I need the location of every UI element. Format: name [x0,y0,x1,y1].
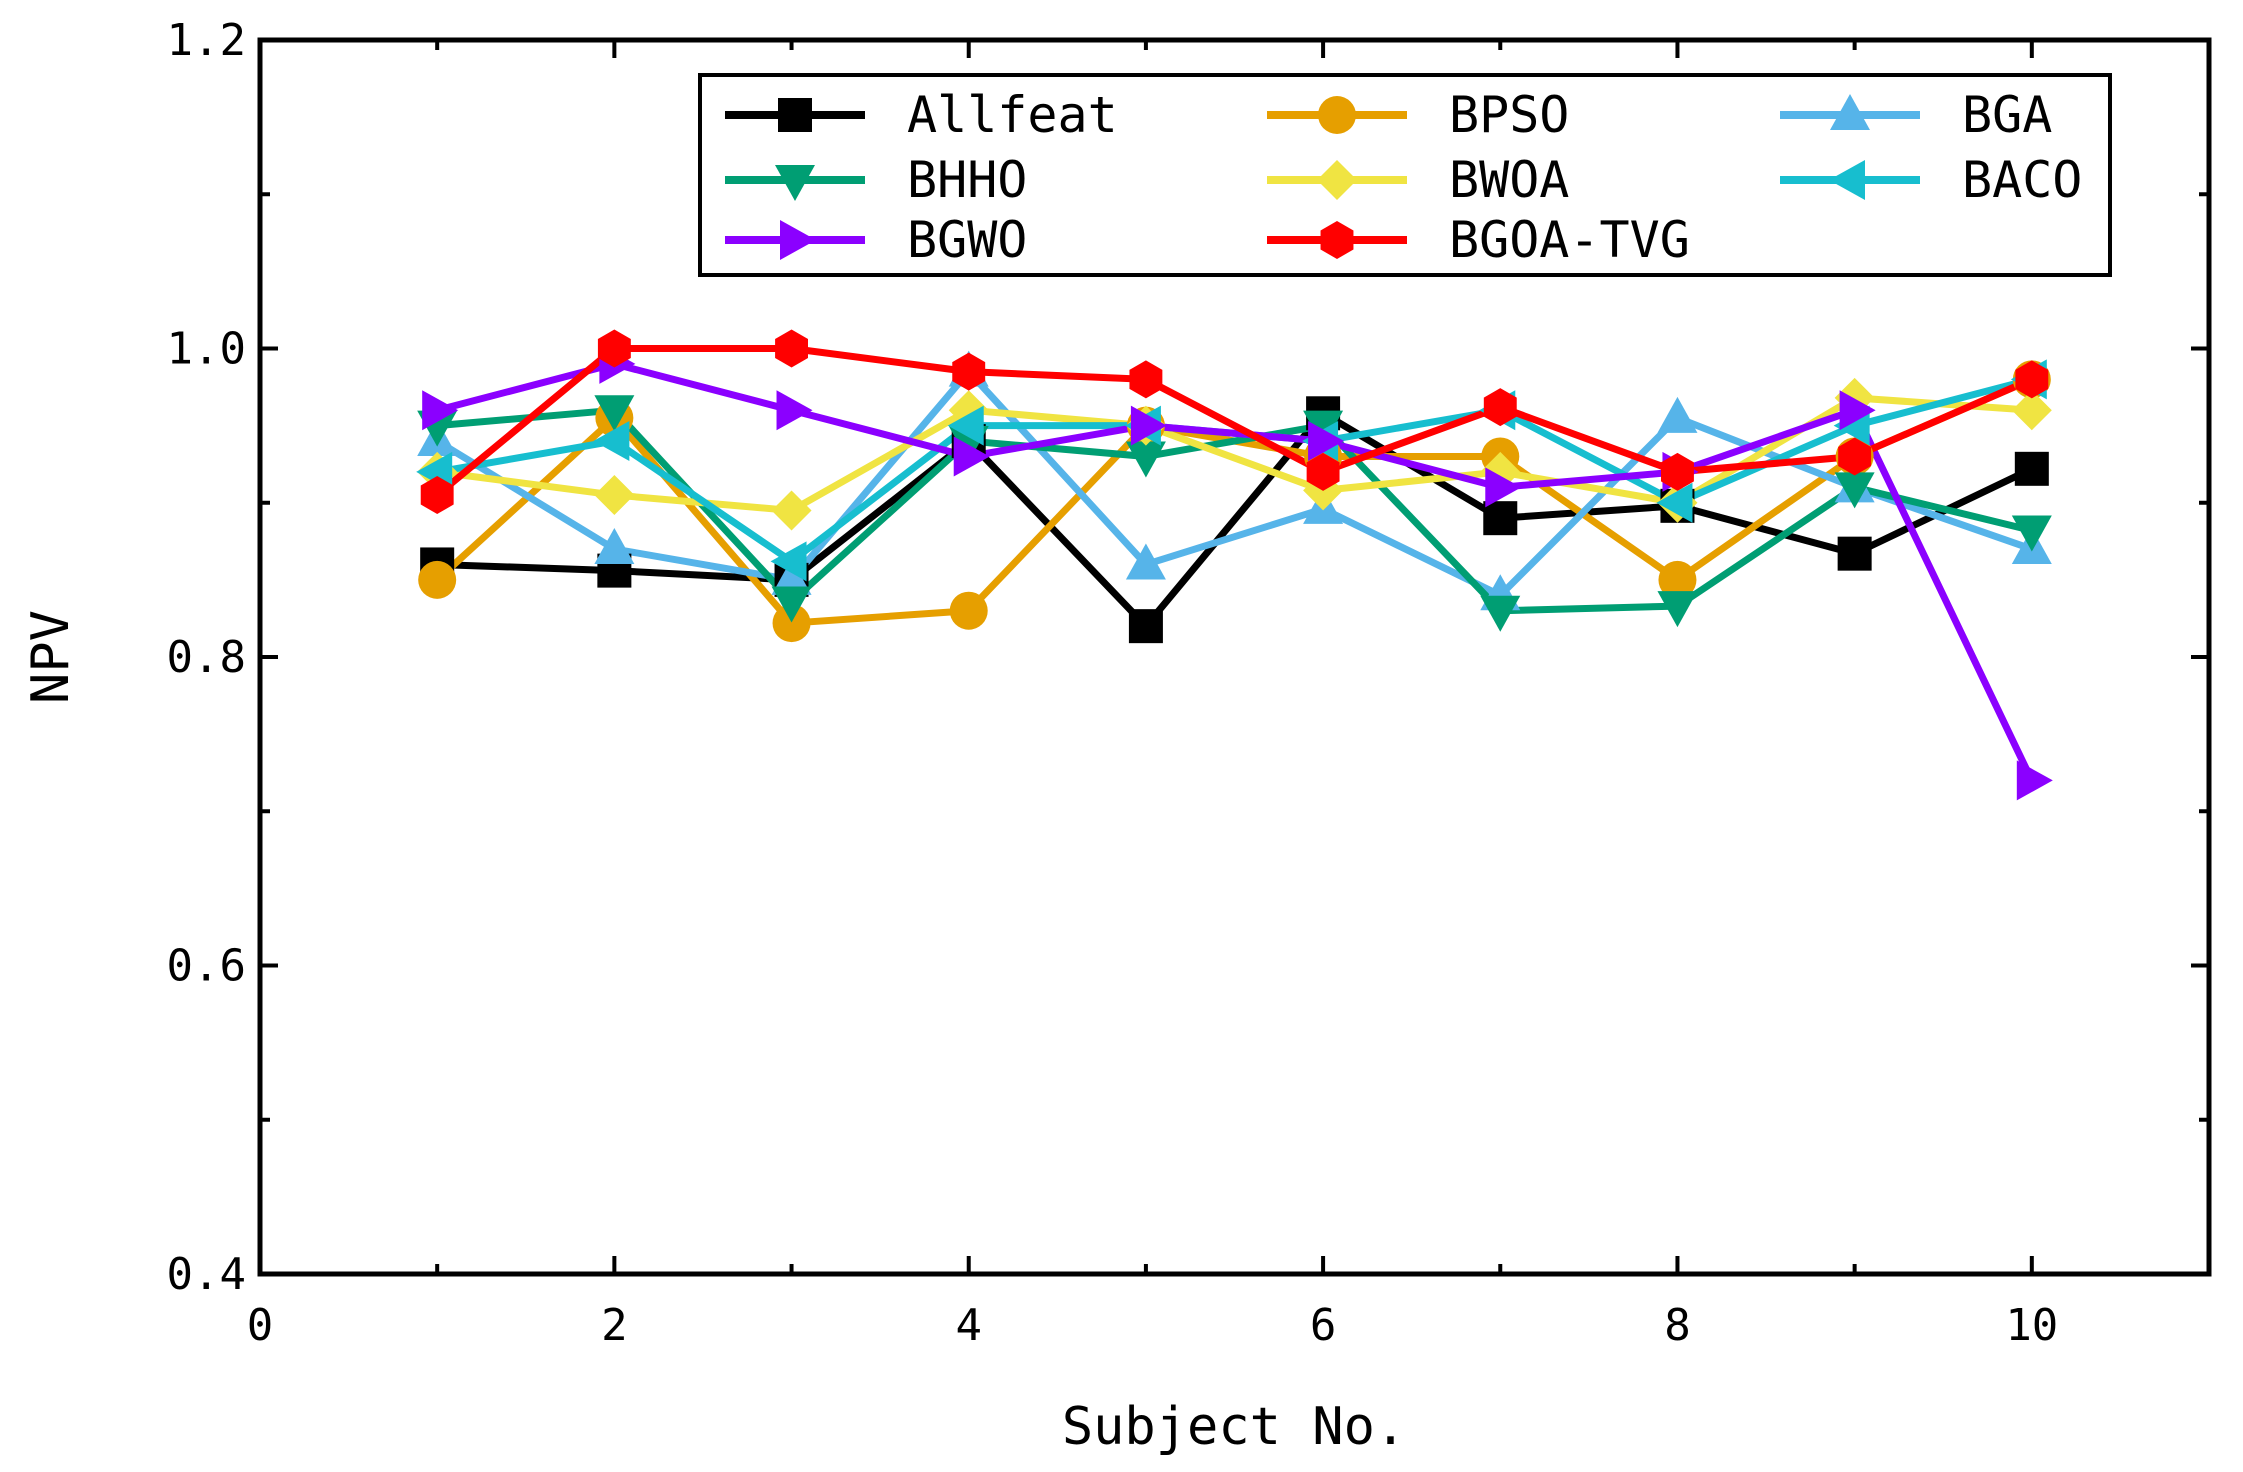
x-tick-label: 4 [955,1300,982,1351]
x-tick-label: 6 [1310,1300,1337,1351]
series-point-bgwo [1130,405,1167,446]
legend-entry-bpso: BPSO [1267,86,1569,144]
series-point-bwoa [594,475,635,516]
series-point-bga [1125,543,1166,580]
legend-entry-bgwo: BGWO [725,211,1027,269]
legend-swatch-marker [778,98,812,132]
series-point-bgwo [1308,421,1345,462]
y-tick-label: 0.8 [167,632,246,683]
series-point-bgwo [1485,467,1522,508]
series-point-bhho [594,395,635,432]
series-line-bhho [436,406,2033,615]
legend-swatch-marker [1318,96,1356,134]
series-point-bpso [418,560,457,599]
series-point-bgwo [2016,760,2053,801]
series-point-allfeat [1483,501,1518,536]
series-point-bgwo [1839,390,1876,431]
series-point-bga [594,528,635,565]
legend-swatch-marker [780,220,816,260]
series-point-bgoa-tvg [2015,360,2049,399]
series-point-baco [770,541,807,582]
legend-entry-bwoa: BWOA [1267,151,1569,209]
legend: Allfeat BPSO BGA BHHO BWOA BACO BGWO BGOA-TVG [698,73,2112,277]
series-point-bhho [1480,595,1521,632]
axis-tick-labels: 0 2 4 6 8 10 0.4 0.6 0.8 1.0 1.2 [167,15,2059,1351]
series-point-baco [593,421,630,462]
series-line-allfeat [437,409,2034,630]
series-point-bhho [771,586,812,623]
series-line-bgoa-tvg [434,345,2034,498]
y-tick-label: 1.2 [167,15,246,66]
series-point-bgwo [953,436,990,477]
legend-label: BGOA-TVG [1449,211,1690,269]
series-point-bhho [1834,472,1875,509]
y-tick-label: 1.0 [167,324,246,375]
legend-swatch-marker [1317,160,1357,200]
series-point-bpso [949,591,988,630]
legend-label: BWOA [1449,151,1569,209]
series-point-bhho [1303,410,1344,447]
legend-entry-baco: BACO [1780,151,2082,209]
y-axis-title: NPV [21,610,81,704]
series-point-baco [947,405,984,446]
series-point-bhho [1125,441,1166,478]
series-point-bhho [1657,591,1698,628]
series-point-bpso [1658,560,1697,599]
legend-label: BGA [1962,86,2052,144]
y-tick-label: 0.6 [167,941,246,992]
legend-entry-bgoa-tvg: BGOA-TVG [1267,211,1690,269]
legend-label: BGWO [907,211,1027,269]
series-point-bgoa-tvg [1661,452,1694,491]
series-point-bgoa-tvg [420,476,454,515]
legend-entry-bga: BGA [1780,86,2052,144]
legend-label: BPSO [1449,86,1569,144]
series-point-bgoa-tvg [1306,452,1340,491]
legend-label: BACO [1962,151,2082,209]
legend-swatch-marker [1320,221,1354,259]
legend-label: BHHO [907,151,1027,209]
series-point-bgoa-tvg [952,352,986,391]
series-point-bwoa [771,490,812,531]
x-tick-label: 8 [1664,1300,1691,1351]
series-point-bga [1657,396,1698,433]
series-point-bgwo [776,390,813,431]
y-tick-label: 0.4 [167,1249,246,1300]
legend-swatch-marker [1830,94,1870,130]
series-point-bgoa-tvg [1838,437,1872,476]
series-point-allfeat [1837,536,1872,571]
series-line-bgwo [436,360,2035,782]
legend-swatch-marker [1829,160,1865,200]
legend-swatch-marker [775,165,815,201]
x-tick-label: 2 [601,1300,628,1351]
legend-entry-allfeat: Allfeat [725,86,1118,144]
x-tick-label: 0 [247,1300,274,1351]
series-lines [434,345,2035,782]
series-point-bwoa [2011,390,2052,431]
legend-entry-bhho: BHHO [725,151,1027,209]
series-point-allfeat [2014,451,2049,486]
legend-label: Allfeat [907,86,1118,144]
series-point-bga [771,558,812,595]
series-point-bpso [772,604,811,643]
series-point-bgoa-tvg [775,329,808,368]
series-point-bgoa-tvg [1483,388,1517,427]
series-point-baco [1656,482,1693,523]
x-tick-label: 10 [2005,1300,2058,1351]
axis-ticks [258,38,2211,1276]
series-point-bhho [2011,515,2052,552]
series-point-bgwo [422,390,459,431]
series-point-bgoa-tvg [597,329,631,368]
x-axis-title: Subject No. [1062,1397,1406,1457]
series-markers [416,329,2053,801]
series-point-allfeat [1128,609,1163,644]
series-point-bgoa-tvg [1129,360,1163,399]
